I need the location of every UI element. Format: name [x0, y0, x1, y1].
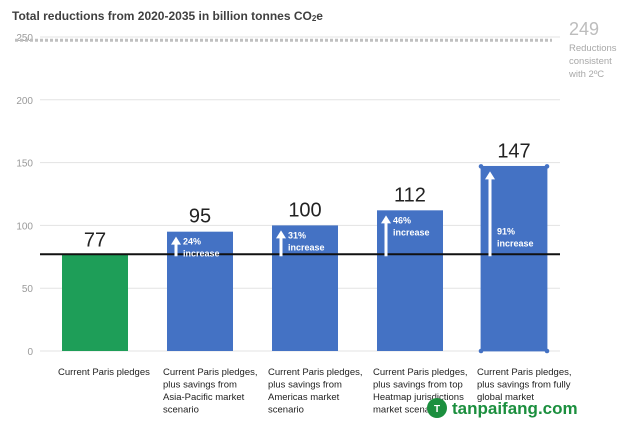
y-tick-label: 0 — [27, 347, 33, 358]
category-label: global market — [477, 392, 534, 403]
increase-label: increase — [497, 238, 534, 248]
category-label: Current Paris pledges, — [163, 367, 258, 378]
category-label: Current Paris pledges — [58, 367, 150, 378]
category-label: Americas market — [268, 392, 340, 403]
reference-note-line: consistent — [569, 56, 612, 67]
reference-note-line: with 2ºC — [568, 69, 604, 80]
category-label: scenario — [268, 405, 304, 416]
bar-value-label: 100 — [288, 199, 321, 221]
bars — [62, 164, 550, 354]
bar — [377, 210, 443, 351]
reference-note-line: Reductions — [569, 43, 617, 54]
y-tick-label: 150 — [16, 159, 33, 170]
increase-arrow-head — [276, 230, 286, 239]
category-labels: Current Paris pledges Current Paris pledg… — [58, 367, 572, 416]
category-label: Current Paris pledges, — [373, 367, 468, 378]
bar-value-label: 77 — [84, 229, 106, 251]
category-label: scenario — [163, 405, 199, 416]
increase-label: 91% — [497, 226, 515, 236]
increase-label: 24% — [183, 237, 201, 247]
y-tick-label: 200 — [16, 96, 33, 107]
increase-arrow-head — [171, 236, 181, 245]
bar — [481, 166, 547, 351]
y-tick-label: 50 — [22, 284, 34, 295]
increase-label: increase — [393, 227, 430, 237]
category-label: Current Paris pledges, — [268, 367, 363, 378]
logo-circle — [427, 398, 447, 418]
selection-handle — [478, 348, 484, 354]
category-label: Heatmap jurisdictions — [373, 392, 464, 403]
tanpaifang-logo-icon: T — [427, 398, 447, 418]
increase-arrow-head — [381, 215, 391, 224]
reference-value-label: 249 — [569, 19, 599, 39]
category-label: plus savings from fully — [477, 380, 571, 391]
bar-value-label: 147 — [497, 140, 530, 162]
category-label: Current Paris pledges, — [477, 367, 572, 378]
increase-label: increase — [183, 249, 220, 259]
increase-label: 31% — [288, 230, 306, 240]
category-label: Asia-Pacific market — [163, 392, 245, 403]
category-label: plus savings from — [268, 380, 342, 391]
reference-line-group: 249 Reductions consistent with 2ºC — [15, 19, 617, 80]
chart-title: Total reductions from 2020-2035 in billi… — [12, 9, 323, 23]
bar-value-label: 95 — [189, 206, 211, 228]
selection-handle — [544, 164, 550, 169]
bar — [272, 225, 338, 351]
increase-label: increase — [288, 242, 325, 252]
y-axis-ticks: 0 50 100 150 200 250 — [16, 33, 33, 358]
selection-handle — [544, 348, 550, 354]
watermark-text: tanpaifang.com — [452, 399, 578, 418]
category-label: plus savings from — [163, 380, 237, 391]
category-label: plus savings from top — [373, 380, 463, 391]
category-label: market scenario — [373, 405, 441, 416]
increase-label: 46% — [393, 215, 411, 225]
increase-arrow-head — [485, 171, 495, 180]
bar-value-label: 112 — [394, 184, 426, 206]
selection-handle — [478, 164, 484, 169]
bar — [62, 254, 128, 351]
y-tick-label: 250 — [16, 33, 33, 44]
bar — [167, 231, 233, 351]
logo-mark: T — [434, 404, 440, 415]
bar-labels: 77 95 24% increase 100 31% increase 112 46% incre… — [84, 140, 534, 258]
y-tick-label: 100 — [16, 221, 33, 232]
bar-selection-outline — [480, 165, 548, 352]
